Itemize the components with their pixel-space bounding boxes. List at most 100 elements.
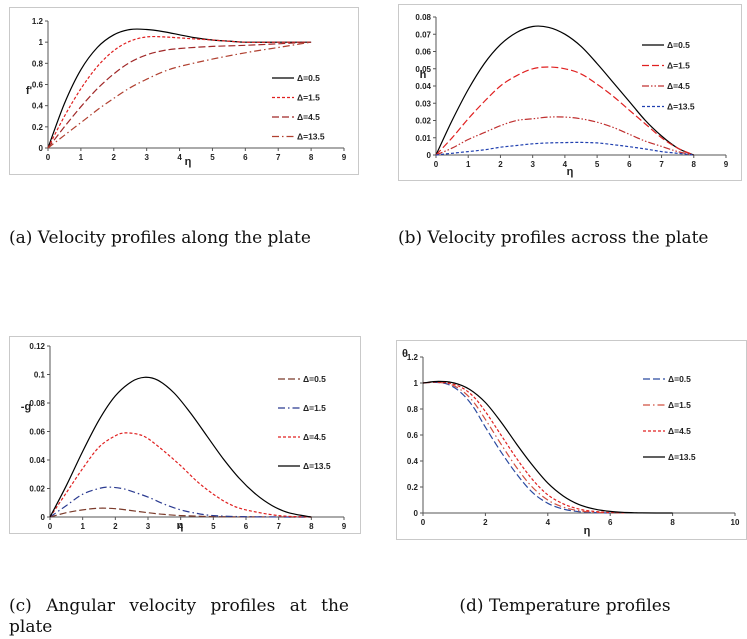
legend-label-1: Δ=0.5 bbox=[297, 73, 320, 83]
x-tick-label: 4 bbox=[177, 153, 182, 162]
x-tick-label: 8 bbox=[670, 518, 675, 527]
y-tick-label: 0.1 bbox=[34, 371, 46, 380]
x-axis-label: η bbox=[584, 525, 591, 537]
x-tick-label: 9 bbox=[342, 153, 347, 162]
y-tick-label: 0.07 bbox=[415, 30, 431, 39]
series-line-1 bbox=[435, 25, 695, 156]
y-tick-label: 0.02 bbox=[415, 117, 431, 126]
x-tick-label: 0 bbox=[46, 153, 51, 162]
x-tick-label: 5 bbox=[595, 160, 600, 169]
y-tick-label: 0.6 bbox=[407, 431, 419, 440]
x-tick-label: 2 bbox=[483, 518, 488, 527]
x-tick-label: 0 bbox=[48, 522, 53, 531]
series-line-1 bbox=[422, 381, 611, 514]
legend-label-1: Δ=0.5 bbox=[303, 374, 326, 384]
x-tick-label: 4 bbox=[178, 522, 183, 531]
y-tick-label: 0.04 bbox=[29, 456, 45, 465]
legend-label-1: Δ=0.5 bbox=[667, 40, 690, 50]
legend-label-2: Δ=1.5 bbox=[668, 400, 691, 410]
y-tick-label: 1.2 bbox=[32, 17, 44, 26]
series-line-1 bbox=[49, 507, 312, 518]
y-tick-label: 0.2 bbox=[32, 123, 44, 132]
chart-d: 0 0.2 0.4 0.6 0.8 1 1.2 0 2 4 6 8 10 η θ Δ=0.5 Δ=1.5 Δ=4.… bbox=[402, 348, 740, 537]
series-line-4 bbox=[49, 376, 312, 518]
x-tick-label: 4 bbox=[546, 518, 551, 527]
x-tick-label: 7 bbox=[276, 153, 281, 162]
y-tick-label: 0.4 bbox=[32, 102, 44, 111]
y-tick-label: 1 bbox=[39, 38, 44, 47]
x-tick-label: 6 bbox=[627, 160, 632, 169]
y-tick-label: 0.02 bbox=[29, 485, 45, 494]
y-axis-label: f' bbox=[26, 85, 33, 97]
series-line-1 bbox=[47, 28, 312, 149]
x-axis-label: η bbox=[185, 156, 192, 168]
x-tick-label: 7 bbox=[276, 522, 281, 531]
x-tick-label: 2 bbox=[498, 160, 503, 169]
series-line-3 bbox=[435, 116, 694, 156]
series-line-4 bbox=[435, 141, 694, 156]
legend-label-2: Δ=1.5 bbox=[667, 61, 690, 71]
legend-label-3: Δ=4.5 bbox=[668, 426, 691, 436]
y-tick-label: 0.05 bbox=[415, 65, 431, 74]
y-tick-label: 0.03 bbox=[415, 99, 431, 108]
chart-panel-d: 0 0.2 0.4 0.6 0.8 1 1.2 0 2 4 6 8 10 η θ Δ=0.5 Δ=1.5 Δ=4.… bbox=[396, 340, 747, 540]
y-tick-label: 0.4 bbox=[407, 457, 419, 466]
legend-label-4: Δ=13.5 bbox=[303, 461, 331, 471]
legend-label-3: Δ=4.5 bbox=[667, 81, 690, 91]
y-tick-label: 0 bbox=[427, 151, 432, 160]
x-tick-label: 3 bbox=[146, 522, 151, 531]
series-line-3 bbox=[49, 432, 312, 518]
y-tick-label: 0.08 bbox=[415, 13, 431, 22]
x-tick-label: 6 bbox=[608, 518, 613, 527]
y-tick-label: 0.2 bbox=[407, 483, 419, 492]
series-line-4 bbox=[47, 41, 312, 149]
y-tick-label: 0.8 bbox=[32, 59, 44, 68]
x-tick-label: 5 bbox=[211, 522, 216, 531]
chart-panel-a: 0 0.2 0.4 0.6 0.8 1 1.2 0 1 2 3 4 5 6 7 8 9 η f' Δ=0.5 Δ=1.5… bbox=[9, 7, 359, 175]
series-line-2 bbox=[49, 486, 312, 518]
x-tick-label: 1 bbox=[80, 522, 85, 531]
x-tick-label: 2 bbox=[112, 153, 117, 162]
legend-label-2: Δ=1.5 bbox=[303, 403, 326, 413]
y-tick-label: 0.8 bbox=[407, 405, 419, 414]
y-tick-label: 0.12 bbox=[29, 342, 45, 351]
x-tick-label: 8 bbox=[692, 160, 697, 169]
chart-b: 0 0.01 0.02 0.03 0.04 0.05 0.06 0.07 0.08 0 1 2 3 4 5 6… bbox=[415, 13, 728, 178]
x-tick-label: 0 bbox=[434, 160, 439, 169]
x-tick-label: 6 bbox=[244, 522, 249, 531]
x-tick-label: 3 bbox=[530, 160, 535, 169]
x-tick-label: 1 bbox=[466, 160, 471, 169]
series-line-3 bbox=[422, 381, 626, 514]
y-tick-label: 0 bbox=[39, 144, 44, 153]
y-tick-label: 0.01 bbox=[415, 134, 431, 143]
chart-panel-c: 0 0.02 0.04 0.06 0.08 0.1 0.12 0 1 2 3 4 5 6 7 8 9 η -g Δ=0… bbox=[9, 336, 361, 534]
y-axis-label: θ bbox=[402, 348, 408, 360]
legend-label-4: Δ=13.5 bbox=[667, 102, 695, 112]
y-tick-label: 0 bbox=[41, 513, 46, 522]
series-line-3 bbox=[47, 41, 312, 149]
y-tick-label: 1 bbox=[414, 379, 419, 388]
x-tick-label: 7 bbox=[659, 160, 664, 169]
caption-a: (a) Velocity profiles along the plate bbox=[9, 228, 311, 248]
x-tick-label: 2 bbox=[113, 522, 118, 531]
x-tick-label: 9 bbox=[342, 522, 347, 531]
chart-panel-b: 0 0.01 0.02 0.03 0.04 0.05 0.06 0.07 0.08 0 1 2 3 4 5 6… bbox=[398, 4, 742, 181]
y-tick-label: 0.06 bbox=[415, 48, 431, 57]
legend-label-1: Δ=0.5 bbox=[668, 374, 691, 384]
chart-c: 0 0.02 0.04 0.06 0.08 0.1 0.12 0 1 2 3 4 5 6 7 8 9 η -g Δ=0… bbox=[21, 342, 347, 532]
x-tick-label: 0 bbox=[421, 518, 426, 527]
y-tick-label: 0 bbox=[414, 509, 419, 518]
x-tick-label: 8 bbox=[309, 522, 314, 531]
y-tick-label: 0.06 bbox=[29, 428, 45, 437]
y-tick-label: 0.08 bbox=[29, 399, 45, 408]
series-line-2 bbox=[435, 66, 695, 156]
x-tick-label: 8 bbox=[309, 153, 314, 162]
y-axis-label: h bbox=[420, 69, 427, 81]
series-line-4 bbox=[422, 380, 673, 514]
series-line-2 bbox=[422, 381, 611, 514]
x-tick-label: 4 bbox=[563, 160, 568, 169]
legend-label-2: Δ=1.5 bbox=[297, 93, 320, 103]
legend-label-4: Δ=13.5 bbox=[297, 132, 325, 142]
x-tick-label: 1 bbox=[79, 153, 84, 162]
caption-c: (c) Angular velocity profiles at the pla… bbox=[9, 596, 349, 637]
